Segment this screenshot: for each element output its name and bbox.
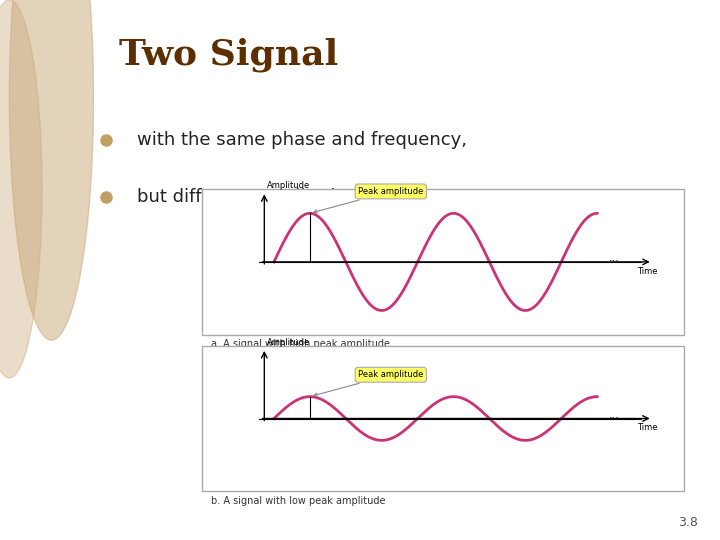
Text: Amplitude: Amplitude — [266, 338, 310, 347]
Text: with the same phase and frequency,: with the same phase and frequency, — [138, 131, 467, 150]
Text: Amplitude: Amplitude — [266, 181, 310, 190]
Text: a. A signal with high peak amplitude: a. A signal with high peak amplitude — [211, 339, 390, 349]
Text: Peak amplitude: Peak amplitude — [314, 370, 423, 396]
Text: Time: Time — [637, 423, 657, 433]
FancyBboxPatch shape — [202, 346, 684, 491]
Text: Two Signal: Two Signal — [119, 38, 338, 72]
Text: Time: Time — [637, 267, 657, 276]
Text: ...: ... — [608, 253, 619, 263]
Text: but different amplitudes: but different amplitudes — [138, 188, 356, 206]
Circle shape — [9, 0, 94, 340]
FancyBboxPatch shape — [202, 189, 684, 335]
Text: Peak amplitude: Peak amplitude — [314, 187, 423, 213]
Text: ...: ... — [608, 410, 619, 420]
Text: 3.8: 3.8 — [678, 516, 698, 529]
Text: b. A signal with low peak amplitude: b. A signal with low peak amplitude — [211, 496, 386, 506]
Circle shape — [0, 0, 42, 378]
